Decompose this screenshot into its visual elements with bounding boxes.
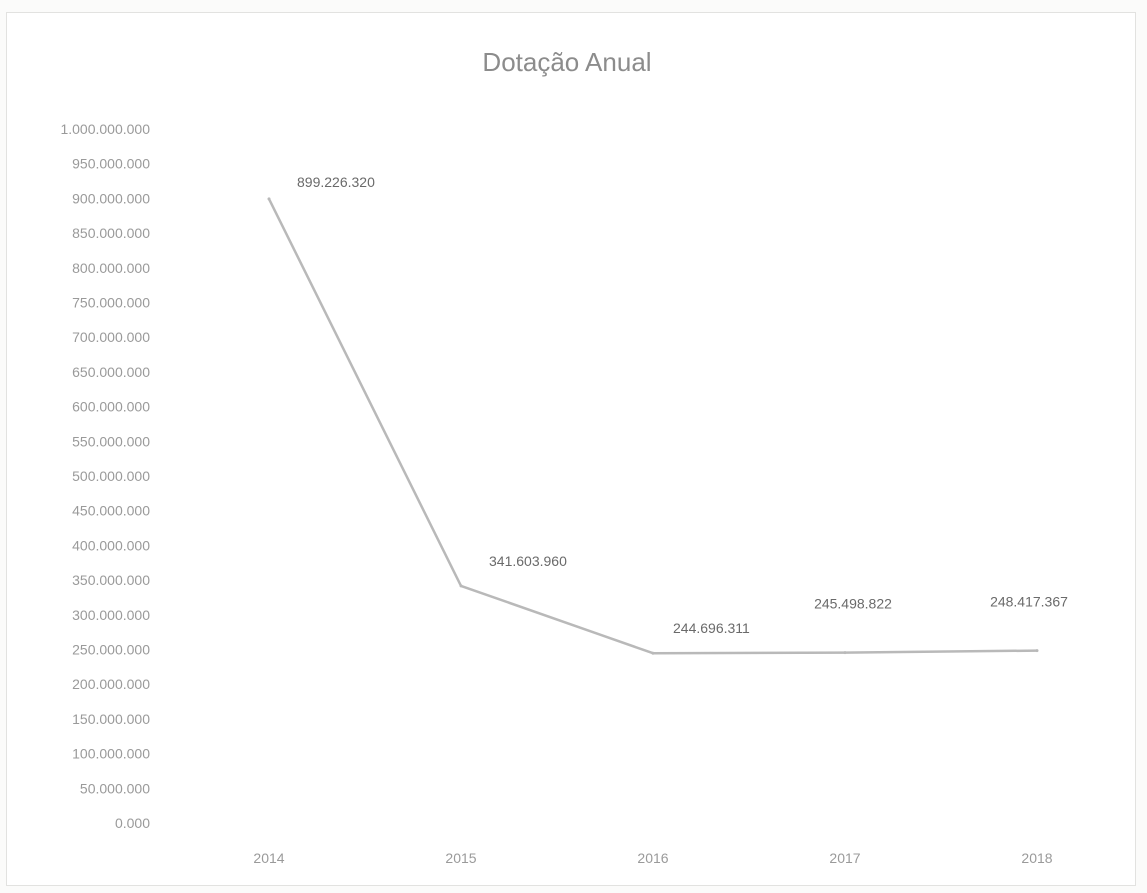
y-tick-label: 1.000.000.000 [60, 121, 150, 137]
y-tick-label: 100.000.000 [72, 746, 150, 762]
y-tick-label: 150.000.000 [72, 711, 150, 727]
y-tick-label: 900.000.000 [72, 190, 150, 206]
y-tick-label: 450.000.000 [72, 503, 150, 519]
data-labels: 899.226.320 341.603.960 244.696.311 245.498… [297, 174, 1068, 636]
y-tick-label: 350.000.000 [72, 572, 150, 588]
x-tick-label: 2014 [253, 850, 284, 866]
y-tick-label: 700.000.000 [72, 329, 150, 345]
y-tick-label: 300.000.000 [72, 607, 150, 623]
y-tick-label: 200.000.000 [72, 676, 150, 692]
y-tick-label: 50.000.000 [80, 780, 150, 796]
x-axis: 2014 2015 2016 2017 2018 [253, 850, 1052, 866]
chart-frame: Dotação Anual 0.000 50.000.000 100.000.000… [6, 12, 1136, 886]
data-point [651, 651, 655, 655]
y-tick-label: 550.000.000 [72, 433, 150, 449]
y-tick-label: 600.000.000 [72, 399, 150, 415]
y-tick-label: 850.000.000 [72, 225, 150, 241]
y-tick-label: 750.000.000 [72, 295, 150, 311]
data-label: 248.417.367 [990, 594, 1068, 610]
chart-svg: Dotação Anual 0.000 50.000.000 100.000.000… [60, 47, 1068, 866]
data-point [267, 197, 271, 201]
data-label: 341.603.960 [489, 553, 567, 569]
y-tick-label: 950.000.000 [72, 156, 150, 172]
x-tick-label: 2016 [637, 850, 668, 866]
y-axis: 0.000 50.000.000 100.000.000 150.000.000 200… [60, 121, 150, 831]
data-point [459, 584, 463, 588]
y-tick-label: 650.000.000 [72, 364, 150, 380]
x-tick-label: 2018 [1021, 850, 1052, 866]
data-label: 245.498.822 [814, 596, 892, 612]
data-point [1035, 649, 1039, 653]
plot-area [267, 197, 1039, 655]
chart-title: Dotação Anual [482, 47, 651, 77]
series-line [267, 197, 1039, 655]
data-label: 244.696.311 [673, 620, 750, 636]
data-label: 899.226.320 [297, 174, 375, 190]
y-tick-label: 250.000.000 [72, 642, 150, 658]
x-tick-label: 2017 [829, 850, 860, 866]
data-point [843, 651, 847, 655]
y-tick-label: 400.000.000 [72, 537, 150, 553]
y-tick-label: 0.000 [115, 815, 150, 831]
y-tick-label: 800.000.000 [72, 260, 150, 276]
x-tick-label: 2015 [445, 850, 476, 866]
y-tick-label: 500.000.000 [72, 468, 150, 484]
